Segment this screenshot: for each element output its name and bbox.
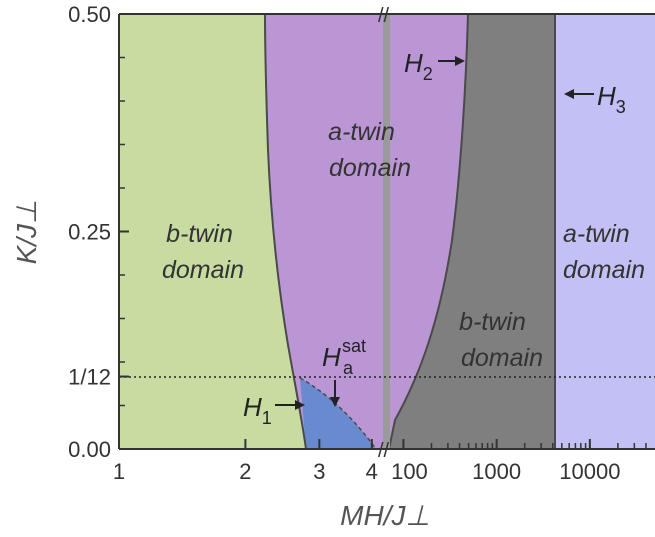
x-tick-label: 3 <box>313 459 325 484</box>
region-label-b-twin-gray: b-twin domain <box>459 308 543 372</box>
x-tick-label: 1 <box>113 459 125 484</box>
svg-text:H: H <box>322 342 341 372</box>
axis-break-mark-bottom: // <box>378 440 390 462</box>
field-label-h1: H1 <box>243 392 305 428</box>
region-b-twin-gray <box>389 14 555 449</box>
y-axis-title: K/J⊥ <box>11 200 42 265</box>
axis-break-bar <box>383 14 390 449</box>
axis-break-mark-top: // <box>378 5 390 27</box>
x-tick-label: 2 <box>239 459 251 484</box>
region-a-twin-middle <box>265 14 385 449</box>
x-tick-label: 4 <box>366 459 378 484</box>
field-label-ha-sat: H sat a <box>322 336 366 407</box>
x-ticks: 1 2 3 4 100 1000 10000 <box>113 439 647 484</box>
field-label-h2: H2 <box>404 48 465 84</box>
region-label-a-twin-far-right: a-twin domain <box>563 220 645 284</box>
svg-text:H1: H1 <box>243 392 272 428</box>
x-tick-label: 1000 <box>472 459 521 484</box>
y-tick-label: 1/12 <box>68 365 111 390</box>
y-tick-label: 0.50 <box>68 2 111 27</box>
x-tick-label: 10000 <box>559 459 620 484</box>
svg-text:a: a <box>343 358 354 378</box>
svg-text:H3: H3 <box>597 81 626 117</box>
region-label-a-twin-middle: a-twin domain <box>328 118 411 182</box>
svg-text:sat: sat <box>342 336 366 356</box>
field-label-h3: H3 <box>564 81 626 117</box>
x-tick-label: 100 <box>391 459 428 484</box>
x-axis-title: MH/J⊥ <box>340 500 430 531</box>
y-tick-label: 0.25 <box>68 220 111 245</box>
boundary-saturation <box>299 377 377 449</box>
y-tick-label: 0.00 <box>68 437 111 462</box>
boundary-left <box>264 14 307 449</box>
region-label-b-twin-left: b-twin domain <box>162 220 244 284</box>
boundary-right <box>388 14 469 449</box>
y-ticks: 0.00 1/12 0.25 0.50 <box>68 2 129 462</box>
region-saturated-pocket <box>300 378 376 449</box>
region-a-twin-right-of-break <box>389 14 468 449</box>
svg-text:H2: H2 <box>404 48 433 84</box>
